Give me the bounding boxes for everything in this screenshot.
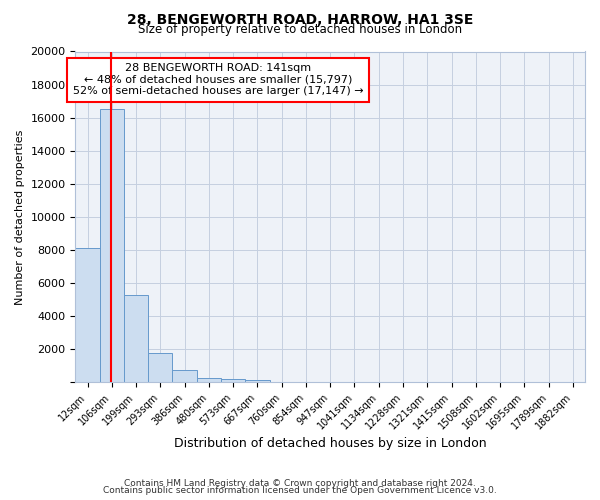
- Bar: [221, 379, 245, 382]
- Text: Contains public sector information licensed under the Open Government Licence v3: Contains public sector information licen…: [103, 486, 497, 495]
- Bar: [197, 378, 221, 382]
- Text: Contains HM Land Registry data © Crown copyright and database right 2024.: Contains HM Land Registry data © Crown c…: [124, 478, 476, 488]
- Text: Size of property relative to detached houses in London: Size of property relative to detached ho…: [138, 22, 462, 36]
- Y-axis label: Number of detached properties: Number of detached properties: [15, 130, 25, 304]
- Bar: [148, 352, 172, 382]
- Bar: [172, 370, 197, 382]
- Bar: [124, 295, 148, 382]
- Bar: [245, 380, 269, 382]
- X-axis label: Distribution of detached houses by size in London: Distribution of detached houses by size …: [174, 437, 487, 450]
- Bar: [100, 108, 124, 382]
- Text: 28, BENGEWORTH ROAD, HARROW, HA1 3SE: 28, BENGEWORTH ROAD, HARROW, HA1 3SE: [127, 12, 473, 26]
- Text: 28 BENGEWORTH ROAD: 141sqm
← 48% of detached houses are smaller (15,797)
52% of : 28 BENGEWORTH ROAD: 141sqm ← 48% of deta…: [73, 63, 364, 96]
- Bar: [76, 248, 100, 382]
